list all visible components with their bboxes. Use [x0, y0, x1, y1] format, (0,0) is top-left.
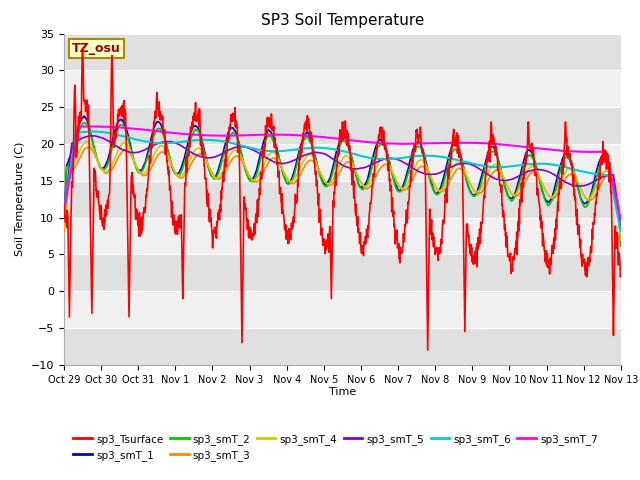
Bar [64, 181, 621, 217]
Bar [64, 328, 621, 365]
Bar [64, 34, 621, 71]
Bar [64, 254, 621, 291]
Y-axis label: Soil Temperature (C): Soil Temperature (C) [15, 142, 26, 256]
Text: TZ_osu: TZ_osu [72, 42, 121, 55]
Bar [64, 71, 621, 107]
Title: SP3 Soil Temperature: SP3 Soil Temperature [260, 13, 424, 28]
Bar [64, 107, 621, 144]
Legend: sp3_Tsurface, sp3_smT_1, sp3_smT_2, sp3_smT_3, sp3_smT_4, sp3_smT_5, sp3_smT_6, : sp3_Tsurface, sp3_smT_1, sp3_smT_2, sp3_… [69, 430, 602, 465]
X-axis label: Time: Time [329, 387, 356, 397]
Bar [64, 291, 621, 328]
Bar [64, 217, 621, 254]
Bar [64, 144, 621, 181]
